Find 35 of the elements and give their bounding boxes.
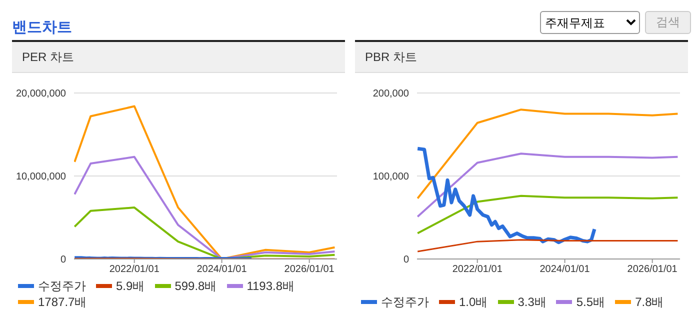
text: 검색 (645, 11, 691, 34)
line-series (417, 194, 679, 234)
legend-label: 수정주가 (38, 278, 86, 294)
text: 밴드차트 (12, 18, 72, 37)
y-tick-label: 100,000 (372, 172, 410, 183)
y-tick-label: 20,000,000 (16, 88, 66, 100)
legend-label: 수정주가 (381, 294, 429, 310)
chart-title: PER 차트 (12, 40, 345, 73)
line-series (417, 152, 679, 218)
statement-select: 주재무제표 (540, 11, 640, 34)
legend-label: 1193.8배 (246, 278, 295, 294)
chart-title: PBR 차트 (355, 40, 688, 73)
legend-label: 599.8배 (174, 278, 217, 294)
line-series (417, 239, 678, 252)
x-tick-label: 2024/01/01 (196, 264, 248, 276)
x-tick-label: 2024/01/01 (540, 264, 590, 276)
line-series (74, 206, 336, 259)
x-tick-label: 2026/01/01 (284, 264, 335, 276)
line-series (417, 146, 596, 244)
y-tick-label: 0 (60, 254, 66, 266)
line-series (417, 108, 679, 200)
x-tick-label: 2022/01/01 (452, 264, 503, 276)
x-tick-label: 2022/01/01 (109, 264, 160, 276)
x-tick-label: 2026/01/01 (627, 264, 678, 276)
legend-label: 7.8배 (635, 294, 664, 310)
line-series (74, 156, 336, 259)
legend-label: 5.9배 (116, 278, 145, 294)
legend-label: 1787.7배 (38, 294, 87, 310)
y-tick-label: 0 (403, 254, 410, 266)
y-tick-label: 10,000,000 (16, 172, 66, 183)
line-series (74, 105, 336, 259)
legend-label: 3.3배 (518, 294, 546, 310)
legend-label: 1.0배 (459, 294, 488, 310)
y-tick-label: 200,000 (372, 88, 410, 100)
legend-label: 5.5배 (576, 294, 606, 310)
